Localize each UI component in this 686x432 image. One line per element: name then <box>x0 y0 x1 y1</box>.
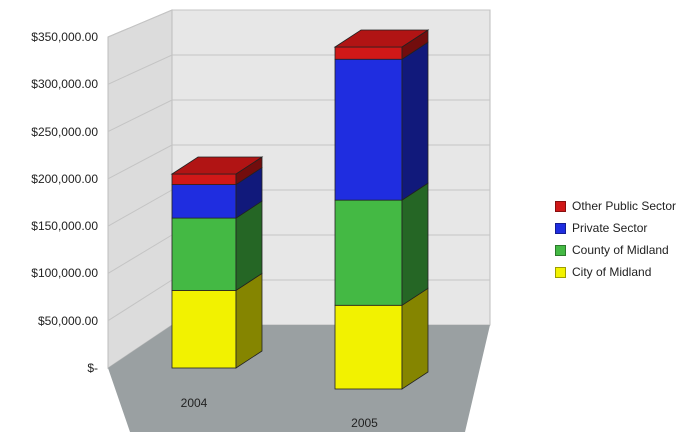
gridline <box>107 9 490 38</box>
y-tick-label: $50,000.00 <box>37 313 98 328</box>
legend-label: Private Sector <box>572 221 648 235</box>
legend-item: Other Public Sector <box>555 195 676 217</box>
bar-segment-county-of-midland-2004 <box>171 200 263 292</box>
bar-side-face <box>401 287 429 390</box>
y-tick-label: $- <box>87 361 98 375</box>
bar-segment-city-of-midland-2004 <box>171 272 263 369</box>
y-tick-label: $150,000.00 <box>31 219 98 234</box>
y-tick-label: $300,000.00 <box>31 77 98 92</box>
bar-front-face <box>171 289 237 369</box>
bar-top-face <box>333 29 430 48</box>
bar-2005 <box>333 29 430 390</box>
legend-swatch <box>555 222 566 234</box>
y-tick-label: $200,000.00 <box>31 171 98 186</box>
y-tick-label: $350,000.00 <box>31 30 98 44</box>
y-tick-label: $250,000.00 <box>31 124 98 139</box>
legend-swatch <box>555 266 566 278</box>
bar-top-face <box>170 156 264 175</box>
floor <box>108 325 490 432</box>
bar-front-face <box>171 217 237 291</box>
bar-segment-county-of-midland-2005 <box>334 182 429 307</box>
x-category-label: 2005 <box>351 416 378 430</box>
bar-side-face <box>401 41 429 201</box>
bar-segment-private-sector-2005 <box>334 41 429 201</box>
y-tick-label: $100,000.00 <box>31 266 98 281</box>
legend-label: Other Public Sector <box>572 199 677 213</box>
legend-item: County of Midland <box>555 239 676 261</box>
legend-swatch <box>555 244 566 256</box>
legend-swatch <box>555 200 566 212</box>
legend: Other Public Sector Private Sector County … <box>555 195 676 283</box>
bar-side-face <box>401 182 429 307</box>
bar-series <box>170 29 430 390</box>
legend-item: City of Midland <box>555 261 676 283</box>
legend-label: County of Midland <box>572 243 669 257</box>
bar-front-face <box>171 173 237 185</box>
bar-front-face <box>334 58 403 201</box>
bar-segment-other-public-sector-2005 <box>333 29 430 60</box>
x-category-label: 2004 <box>180 396 208 410</box>
bar-front-face <box>334 46 403 60</box>
legend-label: City of Midland <box>572 265 652 279</box>
chart-walls <box>107 9 491 432</box>
bar-2004 <box>170 156 264 369</box>
bar-front-face <box>334 304 403 390</box>
legend-item: Private Sector <box>555 217 676 239</box>
bar-front-face <box>171 184 237 219</box>
bar-segment-private-sector-2004 <box>171 166 263 219</box>
bar-segment-other-public-sector-2004 <box>170 156 264 186</box>
bar-front-face <box>334 199 403 306</box>
